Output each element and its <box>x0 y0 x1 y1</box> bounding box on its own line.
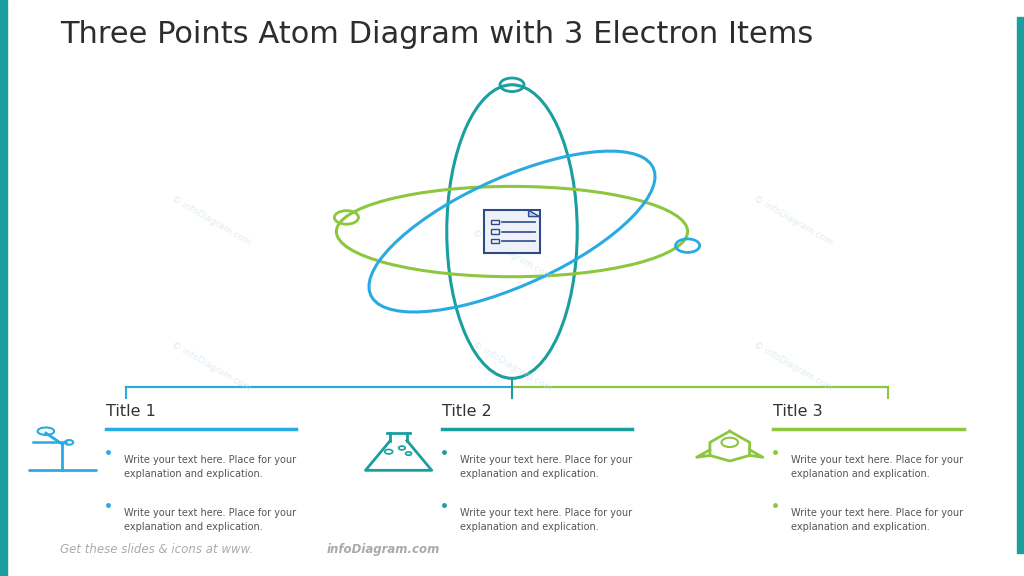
Text: Title 2: Title 2 <box>441 404 492 419</box>
Text: Get these slides & icons at www.: Get these slides & icons at www. <box>60 543 254 556</box>
Bar <box>492 220 500 225</box>
Text: Title 1: Title 1 <box>105 404 156 419</box>
Text: Write your text here. Place for your
explanation and explication.: Write your text here. Place for your exp… <box>460 454 632 479</box>
Text: Write your text here. Place for your
explanation and explication.: Write your text here. Place for your exp… <box>791 508 964 532</box>
Text: Write your text here. Place for your
explanation and explication.: Write your text here. Place for your exp… <box>124 508 296 532</box>
Text: Write your text here. Place for your
explanation and explication.: Write your text here. Place for your exp… <box>791 454 964 479</box>
FancyBboxPatch shape <box>484 210 540 253</box>
Polygon shape <box>528 210 540 217</box>
Text: © infoDiagram.com: © infoDiagram.com <box>752 194 835 247</box>
Text: infoDiagram.com: infoDiagram.com <box>327 543 439 556</box>
Text: Write your text here. Place for your
explanation and explication.: Write your text here. Place for your exp… <box>124 454 296 479</box>
Text: Title 3: Title 3 <box>773 404 822 419</box>
Text: © infoDiagram.com: © infoDiagram.com <box>752 340 835 393</box>
Text: © infoDiagram.com: © infoDiagram.com <box>170 340 252 393</box>
Bar <box>492 238 500 243</box>
Bar <box>492 229 500 234</box>
Text: Write your text here. Place for your
explanation and explication.: Write your text here. Place for your exp… <box>460 508 632 532</box>
Text: © infoDiagram.com: © infoDiagram.com <box>471 228 553 281</box>
Text: Three Points Atom Diagram with 3 Electron Items: Three Points Atom Diagram with 3 Electro… <box>60 20 814 49</box>
Text: © infoDiagram.com: © infoDiagram.com <box>471 340 553 393</box>
Text: © infoDiagram.com: © infoDiagram.com <box>170 194 252 247</box>
